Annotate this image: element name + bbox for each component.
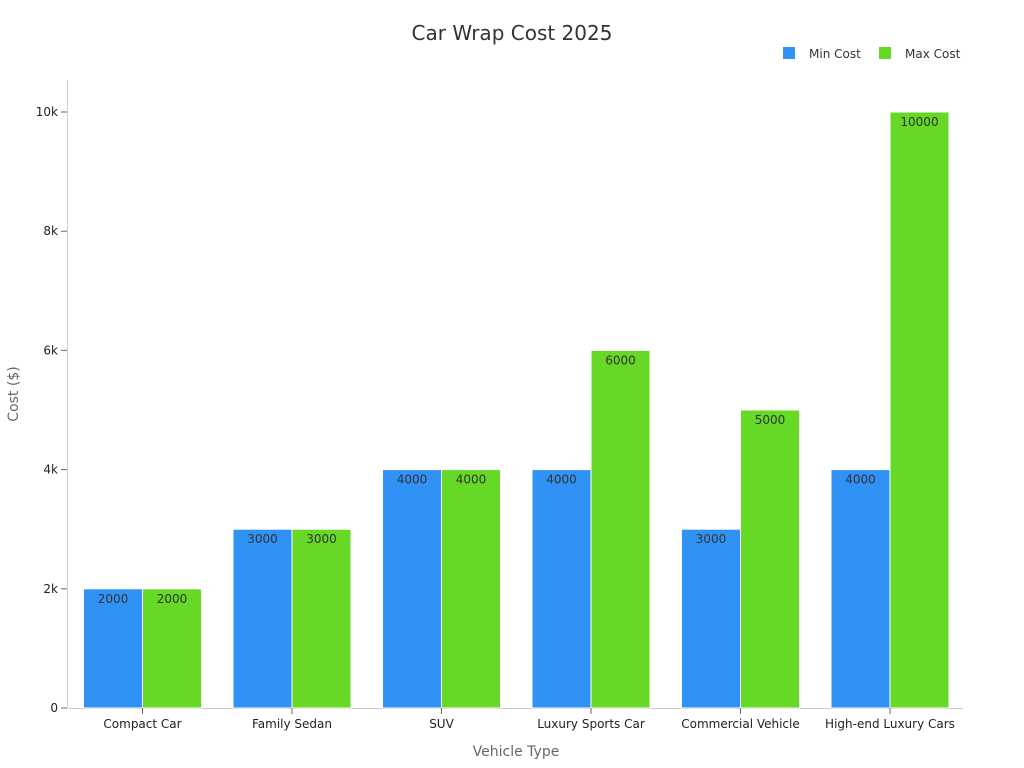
x-tick-label: Commercial Vehicle [681, 717, 800, 731]
data-label: 4000 [546, 473, 577, 487]
chart-title: Car Wrap Cost 2025 [412, 21, 613, 45]
bar [142, 588, 202, 709]
y-tick-label: 0 [50, 701, 58, 715]
data-label: 2000 [98, 592, 129, 606]
bar [590, 349, 651, 709]
bar [83, 588, 143, 709]
data-labels: 2000 2000 3000 3000 4000 4000 4000 6000 3000 5000… [98, 115, 939, 606]
data-label: 3000 [247, 532, 278, 546]
bar [740, 409, 800, 709]
data-label: 10000 [900, 115, 938, 129]
bar [889, 111, 950, 709]
x-tick-label: SUV [429, 717, 454, 731]
data-label: 2000 [157, 592, 188, 606]
data-label: 3000 [306, 532, 337, 546]
bar [382, 469, 442, 709]
data-label: 5000 [755, 413, 786, 427]
data-label: 3000 [696, 532, 727, 546]
axes [67, 80, 963, 709]
y-tick-label: 8k [43, 224, 58, 238]
data-label: 4000 [397, 473, 428, 487]
legend-label: Min Cost [809, 47, 861, 61]
bars [83, 111, 950, 709]
legend-swatch [783, 47, 795, 59]
x-tick-label: Luxury Sports Car [537, 717, 645, 731]
legend-label: Max Cost [905, 47, 961, 61]
y-tick-label: 4k [43, 463, 58, 477]
y-tick-label: 6k [43, 343, 58, 357]
legend-swatch [879, 47, 891, 59]
bar [681, 528, 741, 709]
x-ticks: Compact Car Family Sedan SUV Luxury Sports … [103, 708, 955, 731]
data-label: 4000 [456, 473, 487, 487]
bar [232, 528, 293, 709]
x-tick-label: Compact Car [103, 717, 181, 731]
bar [830, 469, 891, 709]
bar [531, 469, 592, 709]
bar [291, 528, 352, 709]
data-label: 4000 [845, 473, 876, 487]
y-tick-label: 10k [36, 105, 58, 119]
legend: Min Cost Max Cost [783, 47, 961, 61]
x-tick-label: High-end Luxury Cars [825, 717, 955, 731]
y-tick-label: 2k [43, 582, 58, 596]
bar [441, 469, 501, 709]
data-label: 6000 [605, 353, 636, 367]
x-tick-label: Family Sedan [252, 717, 332, 731]
y-axis-title: Cost ($) [6, 366, 22, 421]
y-ticks: 0 2k 4k 6k 8k 10k [36, 105, 67, 715]
x-axis-title: Vehicle Type [473, 744, 560, 760]
